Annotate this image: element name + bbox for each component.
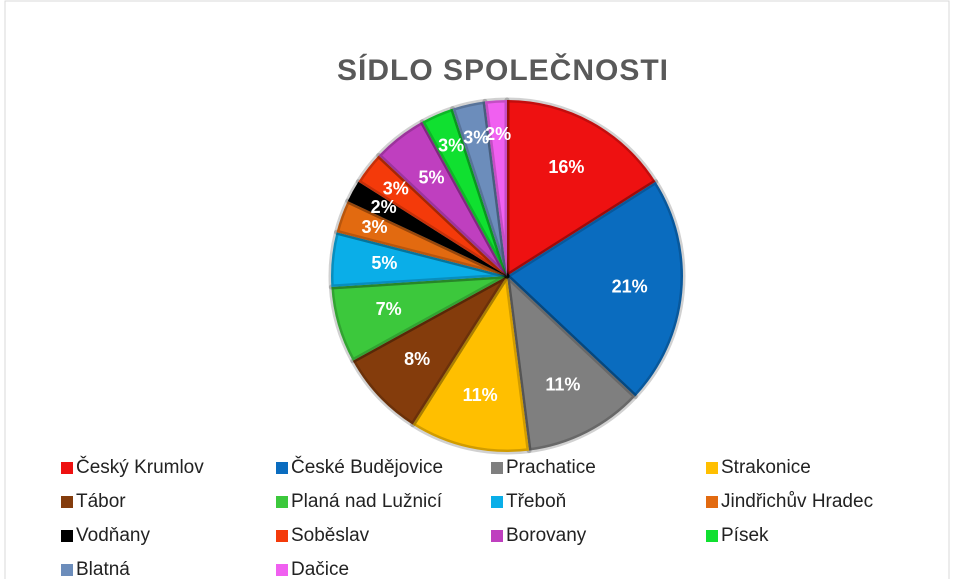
data-label: 2% [371,197,397,217]
data-label: 5% [418,167,444,187]
pie-slice [328,229,510,290]
data-label: 3% [438,136,464,156]
data-label: 3% [463,127,489,147]
pie-slice [355,153,510,279]
pie-slice [328,273,510,364]
pie-slice [410,273,532,455]
data-label: 7% [376,299,402,319]
pie-slice [376,119,510,279]
data-label: 11% [545,375,580,395]
data-label: 3% [362,217,388,237]
data-label: 8% [404,349,430,369]
legend-swatch [61,530,73,542]
legend-label: Tábor [76,491,126,512]
data-label: 5% [371,253,397,273]
legend-swatch [276,462,288,474]
legend-label: Planá nad Lužnicí [291,491,443,512]
legend-label: Český Krumlov [76,456,204,478]
legend-label: Třeboň [506,491,566,512]
legend-swatch [61,462,73,474]
legend-swatch [491,530,503,542]
legend-swatch [61,564,73,576]
legend-label: Vodňany [76,525,150,546]
legend-swatch [276,530,288,542]
pie-slice [504,97,659,279]
pie-slice [419,106,510,279]
data-label: 16% [548,157,584,177]
pie-slice [504,179,686,399]
legend-swatch [706,462,718,474]
legend-label: Borovany [506,525,587,546]
legend-label: Soběslav [291,525,370,546]
legend-swatch [706,530,718,542]
legend-swatch [61,496,73,508]
pie-slice [504,273,638,454]
legend-swatch [491,462,503,474]
data-label: 2% [485,124,511,144]
pie-slice [482,97,510,279]
legend-label: Písek [721,525,769,546]
legend-swatch [491,496,503,508]
legend-label: České Budějovice [291,456,443,478]
data-label: 11% [463,385,498,405]
legend-label: Blatná [76,559,130,579]
pie-slice [450,98,510,279]
legend-swatch [706,496,718,508]
data-label: 3% [383,178,409,198]
legend-label: Prachatice [506,457,596,478]
legend-label: Jindřichův Hradec [721,491,873,512]
legend-swatch [276,564,288,576]
data-label: 21% [612,276,648,296]
legend-label: Strakonice [721,457,811,478]
legend-label: Dačice [291,559,349,579]
pie-slice [334,198,510,279]
chart-title: SÍDLO SPOLEČNOSTI [337,53,669,87]
pie-slice [350,273,510,428]
pie-slice [345,179,510,279]
legend-swatch [276,496,288,508]
